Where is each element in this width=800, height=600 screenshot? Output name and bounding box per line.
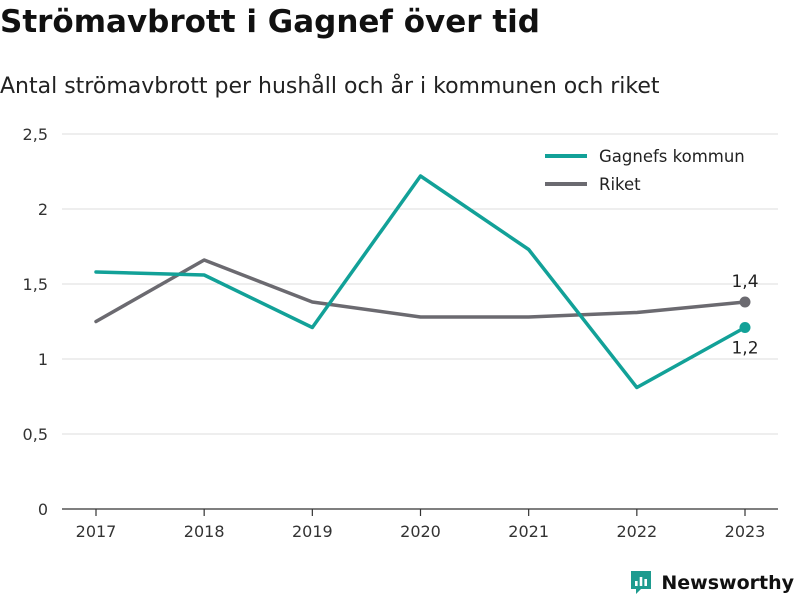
x-axis-tick-labels: 2017 2018 2019 2020 2021 2022 2023 (76, 509, 766, 541)
x-tick-label: 2022 (616, 522, 657, 541)
x-tick-label: 2019 (292, 522, 333, 541)
x-tick-label: 2023 (725, 522, 766, 541)
y-tick-label: 1 (38, 350, 48, 369)
end-value-label: 1,4 (731, 272, 758, 292)
chart-subtitle: Antal strömavbrott per hushåll och år i … (0, 74, 660, 99)
y-tick-label: 2,5 (23, 125, 48, 144)
legend: Gagnefs kommun Riket (545, 147, 745, 194)
series-line-gagnefs-kommun (94, 174, 747, 390)
brand-name: Newsworthy (661, 571, 794, 594)
y-tick-label: 0,5 (23, 425, 48, 444)
series-lines (94, 174, 751, 390)
end-value-label: 1,2 (731, 339, 758, 359)
y-tick-label: 0 (38, 500, 48, 519)
series-line-riket (94, 258, 747, 324)
legend-label: Gagnefs kommun (599, 147, 745, 166)
x-tick-label: 2021 (508, 522, 549, 541)
series-end-point (739, 296, 751, 308)
series-end-point (739, 322, 751, 333)
newsworthy-branding: Newsworthy (629, 569, 794, 596)
newsworthy-logo-icon (631, 571, 652, 594)
x-tick-label: 2020 (400, 522, 441, 541)
chart-title: Strömavbrott i Gagnef över tid (0, 4, 540, 40)
x-tick-label: 2017 (76, 522, 117, 541)
y-tick-label: 2 (38, 200, 48, 219)
y-tick-label: 1,5 (23, 275, 48, 294)
x-tick-label: 2018 (184, 522, 225, 541)
end-labels: 1,2 1,4 (731, 272, 758, 359)
grid-lines (62, 133, 778, 510)
y-axis-tick-labels: 0 0,5 1 1,5 2 2,5 (23, 125, 48, 519)
legend-label: Riket (599, 175, 641, 194)
